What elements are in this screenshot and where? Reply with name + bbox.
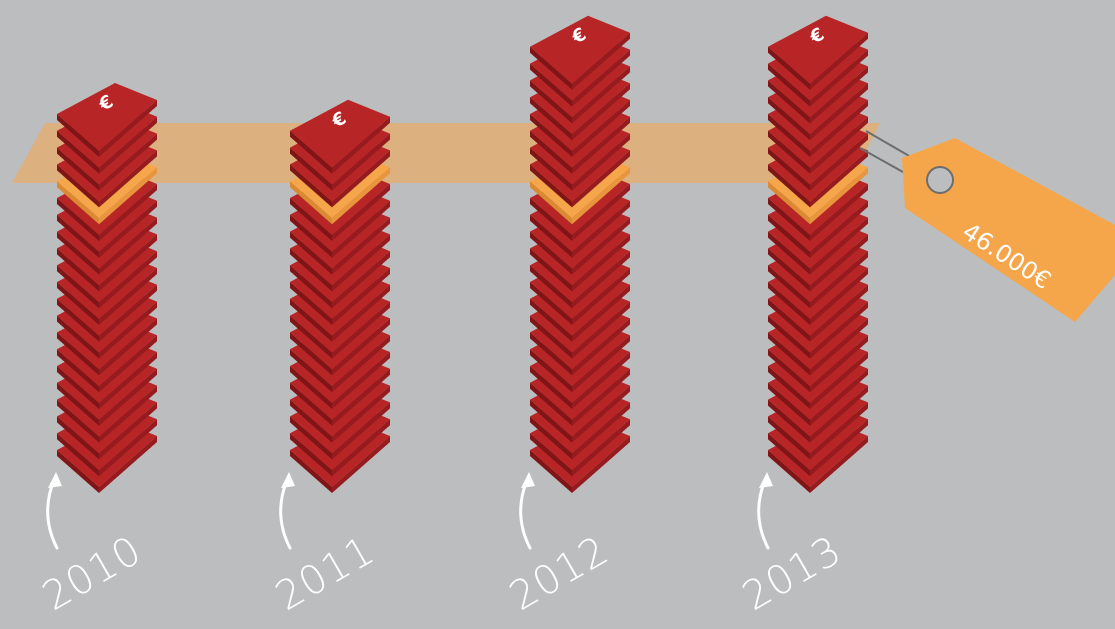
tag-body bbox=[902, 138, 1115, 322]
price-tag bbox=[859, 130, 1115, 322]
bar-2012: € bbox=[530, 15, 630, 493]
note bbox=[768, 15, 868, 90]
tag-hole bbox=[927, 167, 953, 193]
bar-2010: € bbox=[57, 83, 157, 493]
arrow-icon bbox=[46, 478, 59, 550]
arrow-head-icon bbox=[521, 472, 535, 488]
bar-2013: € bbox=[768, 15, 868, 493]
arrow-head-icon bbox=[281, 472, 295, 488]
bar-2011: € bbox=[290, 99, 390, 493]
arrow-head-icon bbox=[759, 472, 773, 488]
threshold-band bbox=[12, 123, 880, 183]
arrow-icon bbox=[519, 478, 532, 550]
note bbox=[290, 99, 390, 174]
arrow-icon bbox=[757, 478, 770, 550]
note bbox=[530, 15, 630, 90]
note bbox=[57, 83, 157, 157]
arrow-head-icon bbox=[48, 472, 62, 488]
arrow-icon bbox=[279, 478, 292, 550]
